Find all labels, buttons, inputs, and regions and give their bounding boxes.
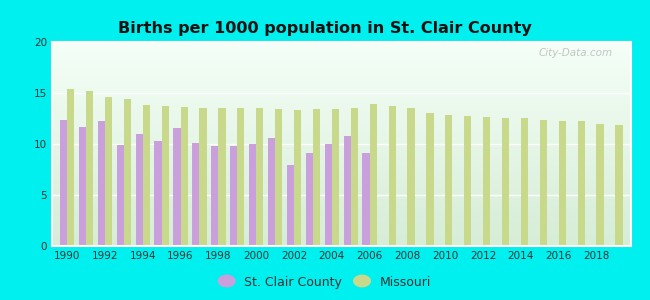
Bar: [306, 153, 313, 246]
Bar: [200, 108, 207, 246]
Bar: [370, 104, 377, 246]
Bar: [578, 121, 585, 246]
Legend: St. Clair County, Missouri: St. Clair County, Missouri: [214, 271, 436, 294]
Bar: [174, 128, 181, 246]
Bar: [237, 108, 244, 246]
Bar: [445, 116, 452, 246]
Bar: [67, 89, 74, 246]
Bar: [155, 141, 162, 246]
Bar: [540, 119, 547, 246]
Bar: [230, 146, 237, 246]
Bar: [116, 145, 124, 246]
Bar: [275, 109, 282, 246]
Bar: [324, 144, 332, 246]
Bar: [389, 106, 396, 246]
Text: City-Data.com: City-Data.com: [539, 48, 613, 58]
Text: Births per 1000 population in St. Clair County: Births per 1000 population in St. Clair …: [118, 21, 532, 36]
Bar: [483, 118, 490, 246]
Bar: [105, 97, 112, 246]
Bar: [426, 113, 434, 246]
Bar: [332, 109, 339, 246]
Bar: [249, 144, 256, 246]
Bar: [181, 107, 188, 246]
Bar: [192, 143, 200, 246]
Bar: [616, 124, 623, 246]
Bar: [268, 138, 275, 246]
Bar: [136, 134, 143, 246]
Bar: [162, 106, 169, 246]
Bar: [521, 118, 528, 246]
Bar: [60, 119, 67, 246]
Bar: [363, 153, 370, 246]
Bar: [143, 105, 150, 246]
Bar: [558, 121, 566, 246]
Bar: [343, 136, 351, 246]
Bar: [124, 99, 131, 246]
Bar: [256, 108, 263, 246]
Bar: [408, 108, 415, 246]
Bar: [218, 108, 226, 246]
Bar: [211, 146, 218, 246]
Bar: [351, 108, 358, 246]
Bar: [597, 124, 604, 246]
Bar: [79, 127, 86, 246]
Bar: [464, 116, 471, 246]
Bar: [294, 110, 301, 246]
Bar: [287, 165, 294, 246]
Bar: [98, 121, 105, 246]
Bar: [313, 109, 320, 246]
Bar: [502, 118, 509, 246]
Bar: [86, 91, 93, 246]
